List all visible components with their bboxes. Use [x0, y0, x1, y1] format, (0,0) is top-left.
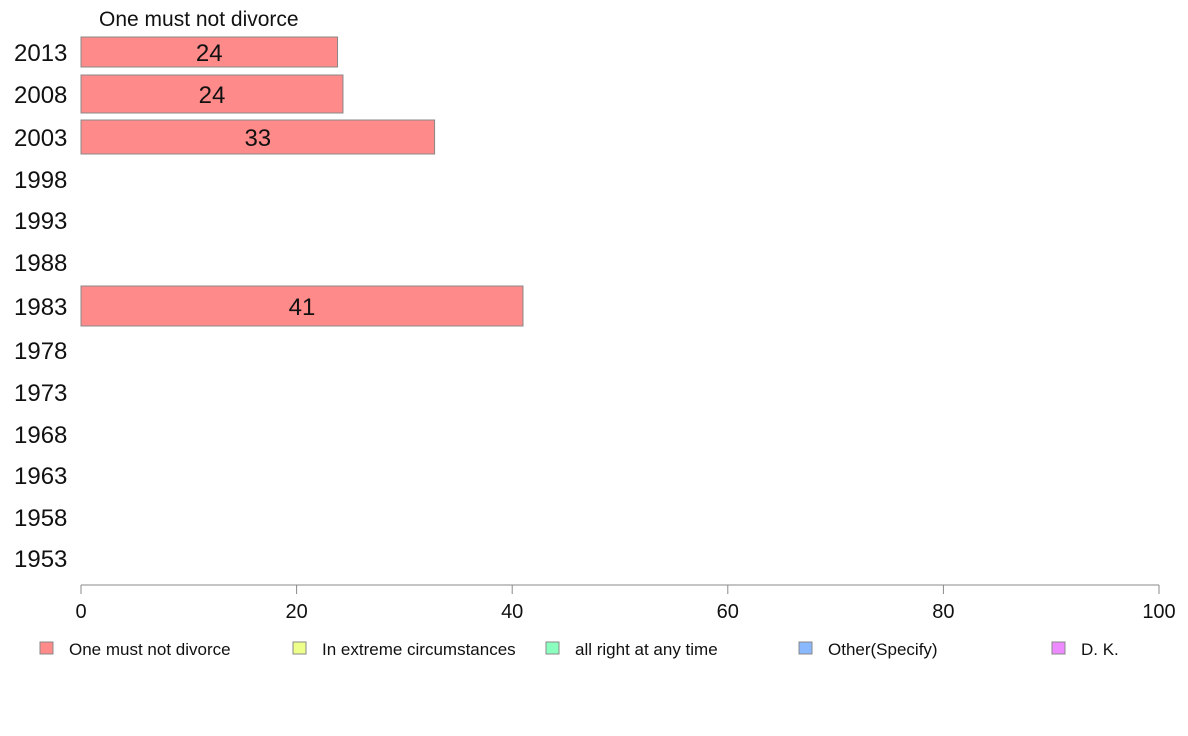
series-title: One must not divorce — [99, 8, 299, 31]
bar-value-label: 41 — [289, 294, 316, 321]
bars-layer — [80, 36, 524, 327]
year-label: 2003 — [14, 125, 67, 152]
year-labels-layer: 2013 2008 2003 1998 1993 1988 1983 1978 1973 1968… — [14, 40, 67, 573]
year-label: 1968 — [14, 422, 67, 449]
year-label: 1988 — [14, 250, 67, 277]
year-label: 1978 — [14, 338, 67, 365]
legend-swatch — [798, 641, 813, 655]
year-label: 1998 — [14, 167, 67, 194]
year-label: 1953 — [14, 546, 67, 573]
x-tick-label: 60 — [717, 601, 739, 623]
year-label: 1983 — [14, 294, 67, 321]
bar — [80, 119, 436, 155]
x-tick-label: 20 — [285, 601, 307, 623]
legend-swatch — [1051, 641, 1066, 655]
x-tick-label: 40 — [501, 601, 523, 623]
legend-label: all right at any time — [575, 640, 718, 659]
year-label: 2008 — [14, 82, 67, 109]
legend-label: In extreme circumstances — [322, 640, 516, 659]
year-label: 1958 — [14, 505, 67, 532]
legend-swatch — [545, 641, 560, 655]
legend-swatch — [292, 641, 307, 655]
bar — [80, 36, 339, 68]
legend: One must not divorce In extreme circumsta… — [39, 640, 1119, 659]
bar — [80, 285, 524, 327]
legend-label: D. K. — [1081, 640, 1119, 659]
legend-label: One must not divorce — [69, 640, 231, 659]
legend-swatch — [39, 641, 54, 655]
x-tick-label: 100 — [1142, 601, 1175, 623]
x-tick-label: 80 — [932, 601, 954, 623]
bar — [80, 74, 344, 114]
year-label: 1973 — [14, 380, 67, 407]
bar-labels-layer: 24 24 33 41 — [196, 40, 315, 321]
year-label: 1963 — [14, 463, 67, 490]
year-label: 1993 — [14, 208, 67, 235]
year-label: 2013 — [14, 40, 67, 67]
x-tick-label: 0 — [75, 601, 86, 623]
bar-value-label: 24 — [199, 82, 226, 109]
bar-value-label: 33 — [244, 125, 271, 152]
bar-value-label: 24 — [196, 40, 223, 67]
legend-label: Other(Specify) — [828, 640, 938, 659]
x-axis: 0 20 40 60 80 100 — [75, 584, 1176, 623]
